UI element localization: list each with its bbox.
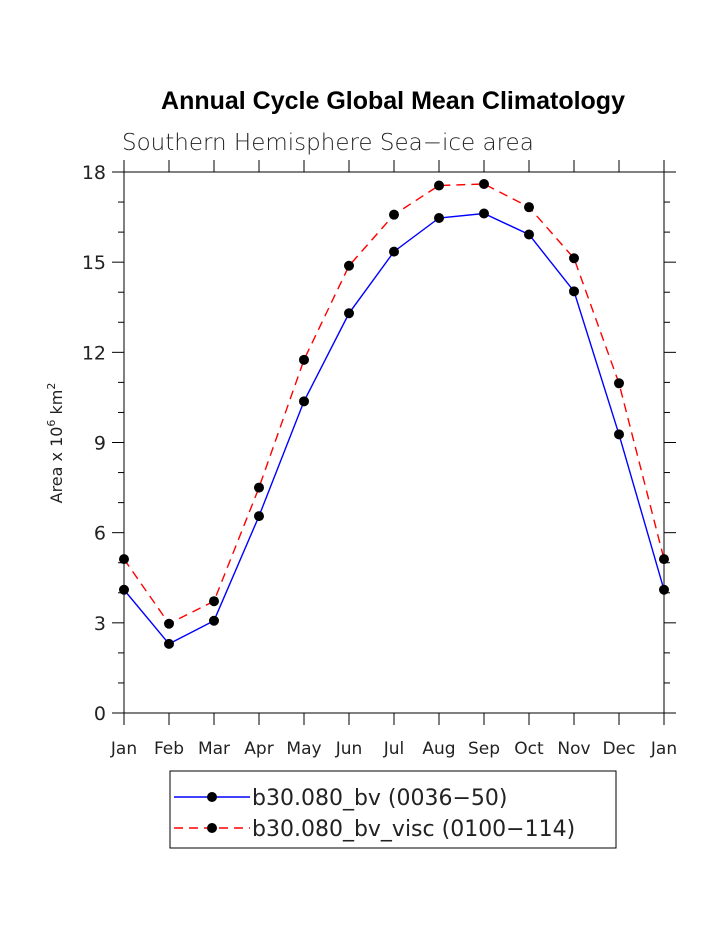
series-2-point: [344, 260, 354, 271]
chart-subtitle: Southern Hemisphere Sea−ice area: [122, 130, 534, 156]
x-tick-label: Mar: [198, 739, 230, 759]
series-layer: [119, 179, 669, 649]
legend-swatch-marker-1: [207, 792, 217, 802]
x-tick-label: Nov: [557, 739, 590, 759]
legend-box: [169, 770, 617, 849]
y-tick-label: 0: [94, 703, 106, 725]
series-1-point: [569, 286, 579, 297]
x-tick-label: Aug: [422, 739, 455, 759]
series-2-point: [434, 180, 444, 191]
x-tick-label: Feb: [154, 739, 184, 759]
series-2-point: [614, 378, 624, 389]
x-tick-label: Apr: [244, 739, 273, 759]
series-2-point: [524, 202, 534, 213]
series-1-point: [479, 208, 489, 219]
series-2-point: [209, 596, 219, 607]
y-tick-label: 9: [94, 433, 106, 455]
series-1-point: [344, 308, 354, 319]
y-axis-label-sup: 6: [45, 420, 58, 427]
series-2-point: [479, 179, 489, 190]
y-axis-label-unit-sup: 2: [45, 383, 58, 390]
series-1-point: [389, 246, 399, 257]
y-tick-label: 18: [82, 162, 106, 184]
series-2-point: [659, 554, 669, 565]
x-tick-label: Jun: [335, 739, 363, 759]
series-1-point: [524, 229, 534, 240]
series-2-point: [299, 354, 309, 365]
series-line-1: [123, 212, 665, 645]
series-1-point: [209, 615, 219, 626]
legend-label-2: b30.080_bv_visc (0100−114): [252, 817, 575, 842]
series-2-point: [164, 618, 174, 629]
series-2-point: [569, 253, 579, 264]
series-1-point: [434, 212, 444, 223]
series-1-point: [254, 511, 264, 522]
x-tick-label: Sep: [468, 739, 500, 759]
legend-swatch-marker-2: [207, 823, 217, 833]
legend-label-1: b30.080_bv (0036−50): [252, 786, 508, 811]
y-axis-label-main: Area x 10: [47, 427, 66, 504]
x-tick-label: Dec: [603, 739, 636, 759]
series-1-point: [119, 584, 129, 595]
series-2-point: [119, 554, 129, 565]
legend: b30.080_bv (0036−50) b30.080_bv_visc (010…: [169, 770, 617, 849]
y-tick-label: 15: [82, 252, 106, 274]
y-axis-label: Area x 106 km2: [45, 383, 66, 504]
x-tick-label: Jul: [383, 739, 405, 759]
series-1-point: [299, 396, 309, 407]
series-2-point: [254, 482, 264, 493]
series-1-point: [164, 638, 174, 649]
chart-title: Annual Cycle Global Mean Climatology: [161, 87, 625, 115]
x-tick-label: Jan: [110, 739, 137, 759]
x-tick-label: May: [286, 739, 321, 759]
y-axis-label-unit: km: [47, 390, 66, 420]
series-1-point: [659, 584, 669, 595]
y-tick-label: 3: [94, 613, 106, 635]
axes: 0 3 6 9 12 15 18 Jan Feb Mar Apr May Jun Jul Aug Sep Oct…: [82, 160, 677, 759]
y-tick-label: 6: [94, 523, 106, 545]
x-tick-label: Oct: [514, 739, 544, 759]
series-1-point: [614, 429, 624, 440]
x-tick-label: Jan: [650, 739, 677, 759]
series-2-point: [389, 209, 399, 220]
legend-entries: b30.080_bv (0036−50) b30.080_bv_visc (010…: [174, 786, 575, 842]
y-tick-label: 12: [82, 342, 106, 364]
